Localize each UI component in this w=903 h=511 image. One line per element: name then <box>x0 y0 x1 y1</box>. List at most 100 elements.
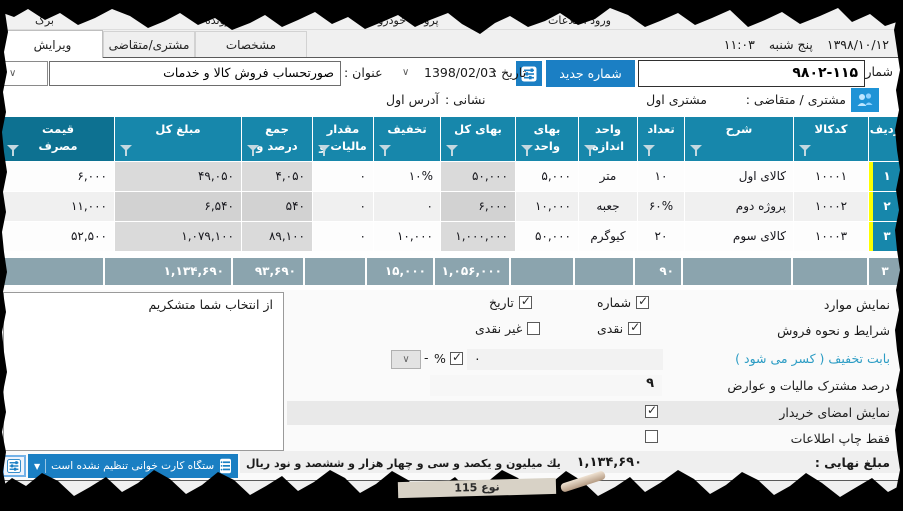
select-customer-button[interactable] <box>851 88 879 112</box>
column-label: مقدار مالیات و <box>319 122 367 154</box>
column-header-total-price[interactable]: بهای کل <box>441 117 515 161</box>
column-header-sum-pct[interactable]: جمع درصد و <box>242 117 312 161</box>
card-reader-settings-button[interactable] <box>2 455 26 477</box>
menu-item-sheet[interactable]: برگ <box>35 14 54 27</box>
cell-consumer-price[interactable]: ۵۲,۵۰۰ <box>2 222 114 251</box>
filter-icon[interactable] <box>690 145 702 157</box>
filter-icon[interactable] <box>379 145 391 157</box>
filter-icon[interactable] <box>446 145 458 157</box>
filter-icon[interactable] <box>318 145 330 157</box>
menu-item-file[interactable]: پرونده <box>205 14 235 27</box>
table-row-index[interactable]: ۱ <box>869 162 901 191</box>
tax-input[interactable]: ۹ <box>430 375 662 396</box>
date-label: تاریخ : <box>493 65 527 80</box>
tab-edit[interactable]: ویرایش <box>2 30 103 58</box>
discount-input[interactable]: ۰ <box>467 349 663 370</box>
cell-unit-price[interactable]: ۵۰,۰۰۰ <box>516 222 578 251</box>
cash-checkbox[interactable] <box>628 320 642 335</box>
cell-discount[interactable]: ۱۰% <box>374 162 440 191</box>
filter-icon[interactable] <box>643 145 655 157</box>
chevron-down-icon: ∨ <box>9 68 17 79</box>
cell-desc[interactable]: کالای سوم <box>685 222 793 251</box>
title-combobox[interactable]: صورتحساب فروش کالا و خدمات <box>49 61 341 86</box>
column-header-consumer-price[interactable]: قیمت مصرف <box>2 117 114 161</box>
cell-total[interactable]: ۶,۵۴۰ <box>115 192 241 221</box>
dropdown-arrow-icon[interactable]: ▼ <box>34 461 41 471</box>
filter-icon[interactable] <box>799 145 811 157</box>
cell-unit-price[interactable]: ۱۰,۰۰۰ <box>516 192 578 221</box>
percent-sign: % <box>434 351 446 366</box>
card-reader-status-bar[interactable]: ▼ دستگاه کارت خوانی تنظیم نشده است <box>28 454 238 478</box>
cell-desc[interactable]: کالای اول <box>685 162 793 191</box>
cell-unit-price[interactable]: ۵,۰۰۰ <box>516 162 578 191</box>
filter-icon[interactable] <box>7 145 19 157</box>
column-header-tax[interactable]: مقدار مالیات و <box>313 117 373 161</box>
cell-unit[interactable]: کیوگرم <box>579 222 637 251</box>
cell-qty[interactable]: ۱۰ <box>638 162 684 191</box>
filter-icon[interactable] <box>521 145 533 157</box>
cell-tax[interactable]: ۰ <box>313 162 373 191</box>
date-value[interactable]: 1398/02/03 <box>424 65 497 80</box>
left-combobox[interactable]: ∨ <box>2 61 48 86</box>
tax-label: درصد مشترک مالیات و عوارض <box>727 378 890 393</box>
number-input[interactable]: ۹۸۰۲-۱۱۵ <box>638 60 865 87</box>
print-only-checkbox[interactable] <box>645 430 658 443</box>
summary-qty: ۹۰ <box>635 258 681 285</box>
menu-item-vehicle[interactable]: پرونده خودرو <box>378 14 439 27</box>
cell-tax[interactable]: ۰ <box>313 192 373 221</box>
credit-checkbox[interactable] <box>527 322 541 335</box>
cell-sum-pct[interactable]: ۵۴۰ <box>242 192 312 221</box>
column-header-total[interactable]: مبلغ کل <box>115 117 241 161</box>
cell-desc[interactable]: پروژه دوم <box>685 192 793 221</box>
column-header-discount[interactable]: تخفیف <box>374 117 440 161</box>
menu-item-data-entry[interactable]: ورود اطلاعات <box>548 14 611 27</box>
column-header-qty[interactable]: تعداد <box>638 117 684 161</box>
cell-code[interactable]: ۱۰۰۰۲ <box>794 192 868 221</box>
column-header-code[interactable]: کدکالا <box>794 117 868 161</box>
filter-icon[interactable] <box>247 145 259 157</box>
column-header-desc[interactable]: شرح <box>685 117 793 161</box>
table-row-index[interactable]: ۳ <box>869 222 901 251</box>
cell-code[interactable]: ۱۰۰۰۱ <box>794 162 868 191</box>
filter-icon[interactable] <box>120 145 132 157</box>
cell-qty[interactable]: ۶۰% <box>638 192 684 221</box>
cell-qty[interactable]: ۲۰ <box>638 222 684 251</box>
discount-type-dropdown[interactable]: ∨ <box>391 350 421 369</box>
summary-empty <box>511 258 573 285</box>
cell-total-price[interactable]: ۶,۰۰۰ <box>441 192 515 221</box>
number-checkbox[interactable] <box>636 294 650 309</box>
filter-icon[interactable] <box>584 145 596 157</box>
cell-discount[interactable]: ۰ <box>374 192 440 221</box>
cell-total-price[interactable]: ۵۰,۰۰۰ <box>441 162 515 191</box>
new-number-button[interactable]: شماره جدید <box>546 60 635 87</box>
chevron-down-icon[interactable]: ∨ <box>402 67 410 78</box>
note-textarea[interactable]: از انتخاب شما متشکریم <box>3 292 284 451</box>
table-row-index[interactable]: ۲ <box>869 192 901 221</box>
discount-percent-checkbox[interactable] <box>450 350 463 365</box>
column-header-row[interactable]: ردیف <box>869 117 901 161</box>
cell-unit[interactable]: جعبه <box>579 192 637 221</box>
cell-tax[interactable]: ۰ <box>313 222 373 251</box>
cell-consumer-price[interactable]: ۶,۰۰۰ <box>2 162 114 191</box>
cell-discount[interactable]: ۱۰,۰۰۰ <box>374 222 440 251</box>
signature-checkbox[interactable] <box>645 403 658 418</box>
tab-customer[interactable]: مشتری/متقاضی <box>103 31 195 57</box>
cell-total[interactable]: ۱,۰۷۹,۱۰۰ <box>115 222 241 251</box>
cell-code[interactable]: ۱۰۰۰۳ <box>794 222 868 251</box>
date-picker-button[interactable] <box>516 61 542 86</box>
cell-unit[interactable]: متر <box>579 162 637 191</box>
cell-consumer-price[interactable]: ۱۱,۰۰۰ <box>2 192 114 221</box>
column-label: تخفیف <box>387 122 427 136</box>
date-checkbox-pair: تاریخ <box>489 294 532 310</box>
cell-sum-pct[interactable]: ۸۹,۱۰۰ <box>242 222 312 251</box>
column-label: بهای واحد <box>533 122 561 154</box>
title-label: عنوان : <box>344 65 383 80</box>
cash-checkbox-label: نقدی <box>597 321 624 336</box>
column-header-unit[interactable]: واحد اندازه <box>579 117 637 161</box>
date-checkbox[interactable] <box>518 294 532 309</box>
column-header-unit-price[interactable]: بهای واحد <box>516 117 578 161</box>
cell-total-price[interactable]: ۱,۰۰۰,۰۰۰ <box>441 222 515 251</box>
cell-total[interactable]: ۴۹,۰۵۰ <box>115 162 241 191</box>
tab-specs[interactable]: مشخصات <box>195 31 307 57</box>
cell-sum-pct[interactable]: ۴,۰۵۰ <box>242 162 312 191</box>
